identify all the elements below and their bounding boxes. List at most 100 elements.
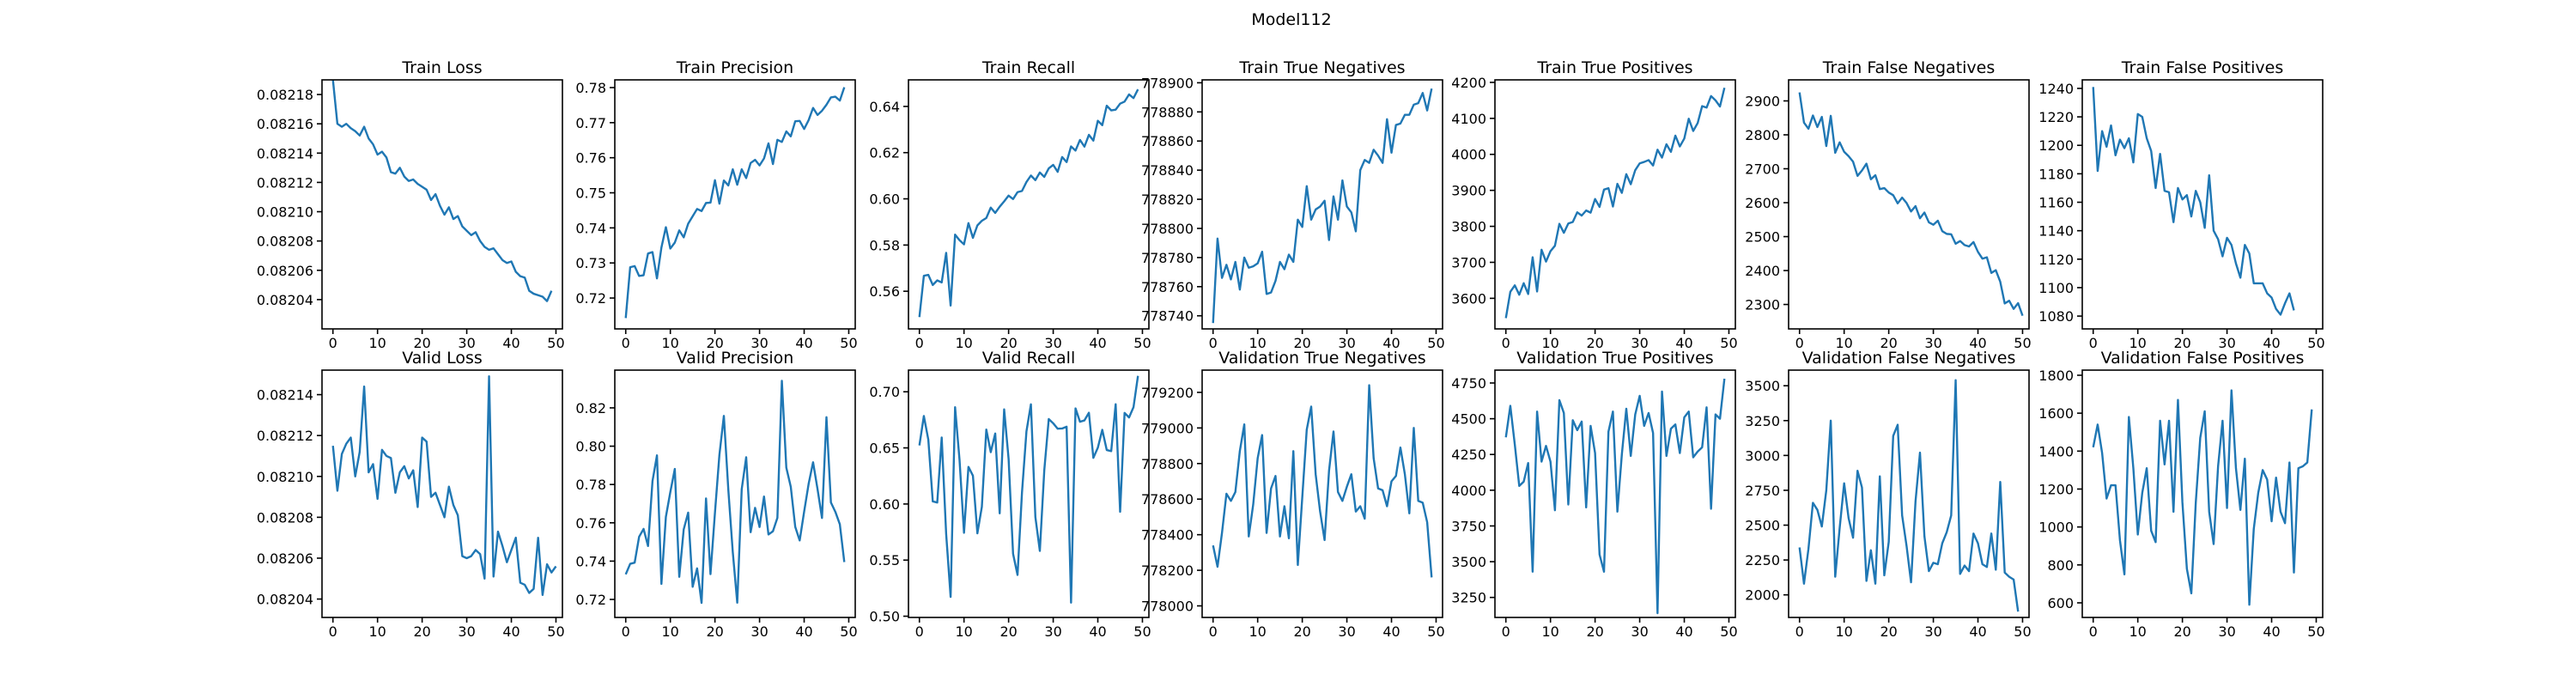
x-tick-label: 40 — [502, 335, 519, 351]
subplot-title: Validation True Negatives — [1218, 349, 1425, 368]
y-tick-label: 1200 — [2038, 481, 2074, 497]
y-tick-label: 0.74 — [575, 220, 606, 236]
series-line — [1504, 378, 1726, 615]
x-tick-label: 30 — [750, 623, 768, 640]
x-tick-label: 30 — [1631, 335, 1648, 351]
subplot-title: Train Loss — [401, 58, 482, 77]
plot-frame — [614, 369, 856, 618]
subplot-title: Valid Precision — [677, 349, 794, 368]
subplot-title: Train True Positives — [1536, 58, 1692, 77]
x-tick-label: 40 — [2263, 335, 2280, 351]
y-tick-label: 0.08208 — [257, 509, 313, 526]
y-tick-label: 2500 — [1745, 229, 1780, 246]
y-tick-label: 3800 — [1451, 219, 1486, 235]
y-tick-label: 0.56 — [869, 283, 900, 300]
y-tick-label: 3250 — [1451, 590, 1486, 606]
y-tick-label: 0.78 — [575, 80, 606, 96]
y-tick-label: 2500 — [1745, 518, 1780, 534]
x-tick-label: 50 — [1427, 335, 1444, 351]
plot-frame — [1788, 79, 2030, 330]
y-tick-label: 778740 — [1141, 308, 1194, 325]
subplot-10: Valid Recall 0 10 20 30 40 50 0.50 0.55 0.60 0.65 0… — [869, 349, 1151, 640]
x-tick-label: 10 — [1541, 335, 1558, 351]
figure-title: Model112 — [1251, 10, 1331, 29]
y-tick-label: 1180 — [2038, 166, 2074, 182]
x-tick-label: 50 — [2307, 335, 2324, 351]
x-tick-label: 30 — [1044, 623, 1061, 640]
y-tick-label: 0.50 — [869, 609, 900, 625]
series-line — [331, 79, 553, 302]
x-tick-label: 30 — [1338, 623, 1355, 640]
x-tick-label: 10 — [1541, 623, 1558, 640]
y-tick-label: 1080 — [2038, 308, 2074, 325]
y-tick-label: 1120 — [2038, 252, 2074, 268]
x-tick-label: 0 — [2089, 335, 2098, 351]
x-tick-label: 10 — [2129, 623, 2146, 640]
x-tick-label: 50 — [840, 335, 857, 351]
y-tick-label: 2400 — [1745, 263, 1780, 279]
series-line — [2092, 389, 2313, 606]
y-tick-label: 0.70 — [869, 384, 900, 400]
x-tick-label: 30 — [1044, 335, 1061, 351]
x-tick-label: 10 — [1249, 335, 1266, 351]
y-tick-label: 2800 — [1745, 127, 1780, 143]
y-tick-label: 0.73 — [575, 255, 606, 271]
y-tick-label: 1100 — [2038, 280, 2074, 296]
subplot-1: Train Loss 0 10 20 30 40 50 0.08204 0.08206 0.082… — [257, 58, 565, 351]
plot-frame — [1494, 369, 1736, 618]
subplot-7: Train False Positives 0 10 20 30 40 50 1080 1100… — [2038, 58, 2324, 351]
y-tick-label: 3000 — [1745, 447, 1780, 464]
series-line — [1212, 384, 1433, 578]
y-tick-label: 778800 — [1141, 456, 1194, 472]
x-tick-label: 40 — [502, 623, 519, 640]
x-tick-label: 40 — [1675, 623, 1692, 640]
series-line — [1798, 92, 2024, 316]
y-tick-label: 779000 — [1141, 420, 1194, 436]
x-tick-label: 40 — [1969, 335, 1986, 351]
subplot-2: Train Precision 0 10 20 30 40 50 0.72 0.73 0.74 0.… — [575, 58, 857, 351]
x-tick-label: 30 — [458, 335, 475, 351]
x-tick-label: 20 — [1880, 623, 1897, 640]
y-tick-label: 4750 — [1451, 375, 1486, 392]
y-tick-label: 0.08210 — [257, 204, 313, 221]
y-tick-label: 0.58 — [869, 237, 900, 253]
subplot-title: Validation False Negatives — [1802, 349, 2016, 368]
x-tick-label: 10 — [368, 623, 386, 640]
y-tick-label: 0.60 — [869, 192, 900, 208]
y-tick-label: 2250 — [1745, 552, 1780, 568]
x-tick-label: 0 — [2089, 623, 2098, 640]
x-tick-label: 40 — [1675, 335, 1692, 351]
y-tick-label: 778820 — [1141, 192, 1194, 208]
plot-frame — [1788, 369, 2030, 618]
subplot-14: Validation False Positives 0 10 20 30 40 50 600… — [2038, 349, 2324, 640]
x-tick-label: 20 — [999, 335, 1017, 351]
x-tick-label: 20 — [706, 335, 723, 351]
y-tick-label: 778200 — [1141, 562, 1194, 579]
plot-frame — [1201, 369, 1443, 618]
plot-frame — [908, 79, 1150, 330]
y-tick-label: 4200 — [1451, 75, 1486, 91]
y-tick-label: 3600 — [1451, 290, 1486, 307]
y-tick-label: 778760 — [1141, 279, 1194, 295]
x-tick-label: 0 — [329, 623, 337, 640]
y-tick-label: 0.76 — [575, 150, 606, 167]
series-line — [1798, 379, 2020, 612]
x-tick-label: 0 — [622, 335, 630, 351]
x-tick-label: 50 — [547, 623, 564, 640]
x-tick-label: 20 — [999, 623, 1017, 640]
y-tick-label: 2900 — [1745, 93, 1780, 109]
plot-frame — [614, 79, 856, 330]
x-tick-label: 50 — [1133, 623, 1151, 640]
subplot-3: Train Recall 0 10 20 30 40 50 0.56 0.58 0.60 0.62 0… — [869, 58, 1151, 351]
y-tick-label: 0.74 — [575, 553, 606, 569]
x-tick-label: 50 — [2014, 623, 2031, 640]
subplot-title: Train Recall — [981, 58, 1075, 77]
x-tick-label: 30 — [1631, 623, 1648, 640]
y-tick-label: 0.08210 — [257, 469, 313, 485]
series-line — [624, 380, 846, 605]
y-tick-label: 0.65 — [869, 441, 900, 457]
y-tick-label: 0.08206 — [257, 550, 313, 567]
subplot-title: Valid Loss — [402, 349, 483, 368]
x-tick-label: 30 — [458, 623, 475, 640]
y-tick-label: 778800 — [1141, 221, 1194, 237]
